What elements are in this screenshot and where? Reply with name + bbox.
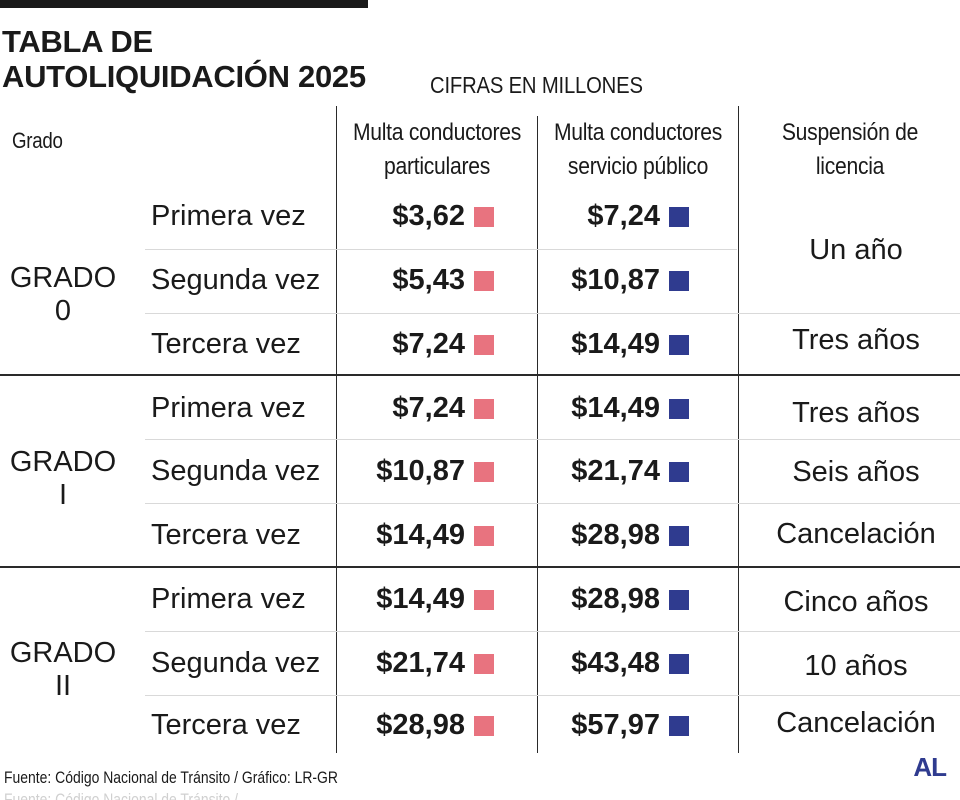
particulares-value: $5,43 xyxy=(392,264,465,296)
source-note-bleed-text: Fuente: Código Nacional de Tránsito / Gr… xyxy=(4,790,239,800)
divider-col-2 xyxy=(537,116,538,753)
header-publico: Multa conductores servicio público xyxy=(550,116,726,184)
row-separator xyxy=(145,313,960,314)
publisher-logo: AL xyxy=(913,752,947,782)
publico-value: $57,97 xyxy=(571,709,660,741)
particulares-swatch xyxy=(474,716,494,736)
particulares-swatch xyxy=(474,335,494,355)
publico-swatch xyxy=(669,271,689,291)
row-separator xyxy=(145,695,960,696)
suspension-value: Tres años xyxy=(792,397,920,429)
row-label: Tercera vez xyxy=(151,328,301,360)
row-label: Primera vez xyxy=(151,583,306,615)
grade-label-line-1: GRADO xyxy=(9,446,117,478)
source-note: Fuente: Código Nacional de Tránsito / Gr… xyxy=(4,768,338,787)
grade-label-2: GRADO II xyxy=(8,637,118,703)
particulares-value: $7,24 xyxy=(392,392,465,424)
header-particulares: Multa conductores particulares xyxy=(349,116,525,184)
publico-swatch xyxy=(669,335,689,355)
particulares-value: $21,74 xyxy=(376,647,465,679)
suspension-value: Un año xyxy=(809,234,903,266)
source-note-bleed: Fuente: Código Nacional de Tránsito / Gr… xyxy=(4,790,266,800)
publico-swatch xyxy=(669,654,689,674)
grade-label-0: GRADO 0 xyxy=(8,262,118,328)
publico-value: $7,24 xyxy=(587,200,660,232)
particulares-swatch xyxy=(474,207,494,227)
header-grado: Grado xyxy=(12,128,63,153)
divider-col-1 xyxy=(336,106,337,753)
page-title: TABLA DE AUTOLIQUIDACIÓN 2025 xyxy=(2,24,366,94)
row-separator xyxy=(145,439,960,440)
publico-value: $10,87 xyxy=(571,264,660,296)
divider-col-3 xyxy=(738,106,739,753)
row-label: Tercera vez xyxy=(151,519,301,551)
header-suspension-line-1: Suspensión de xyxy=(781,119,919,146)
publico-swatch xyxy=(669,399,689,419)
publico-swatch xyxy=(669,207,689,227)
publico-swatch xyxy=(669,716,689,736)
header-suspension-line-2: licencia xyxy=(815,153,885,180)
grade-separator-2 xyxy=(0,566,960,568)
publico-swatch xyxy=(669,590,689,610)
row-separator xyxy=(145,503,960,504)
grade-label-1: GRADO I xyxy=(8,446,118,512)
subtitle: CIFRAS EN MILLONES xyxy=(430,72,643,98)
particulares-value: $14,49 xyxy=(376,583,465,615)
suspension-value: Tres años xyxy=(792,324,920,356)
row-label: Segunda vez xyxy=(151,455,321,487)
suspension-value: Cancelación xyxy=(776,518,936,550)
top-rule xyxy=(0,0,368,8)
row-label: Tercera vez xyxy=(151,709,301,741)
particulares-swatch xyxy=(474,462,494,482)
suspension-value: Cinco años xyxy=(783,586,929,618)
particulares-swatch xyxy=(474,399,494,419)
publico-value: $21,74 xyxy=(571,455,660,487)
grade-label-line-2: I xyxy=(58,479,68,511)
suspension-value: Cancelación xyxy=(776,707,936,739)
row-label: Primera vez xyxy=(151,200,306,232)
publico-swatch xyxy=(669,462,689,482)
header-publico-line-2: servicio público xyxy=(567,153,709,180)
particulares-swatch xyxy=(474,271,494,291)
suspension-value: Seis años xyxy=(792,456,920,488)
header-particulares-line-2: particulares xyxy=(383,153,491,180)
publico-value: $28,98 xyxy=(571,519,660,551)
publico-swatch xyxy=(669,526,689,546)
particulares-value: $3,62 xyxy=(392,200,465,232)
row-separator xyxy=(145,249,737,250)
row-label: Primera vez xyxy=(151,392,306,424)
header-particulares-line-1: Multa conductores xyxy=(352,119,522,146)
header-publico-line-1: Multa conductores xyxy=(553,119,723,146)
particulares-swatch xyxy=(474,654,494,674)
header-suspension: Suspensión de licencia xyxy=(752,116,947,184)
particulares-value: $14,49 xyxy=(376,519,465,551)
grade-label-line-1: GRADO xyxy=(9,262,117,294)
publico-value: $28,98 xyxy=(571,583,660,615)
grade-label-line-2: 0 xyxy=(54,295,72,327)
row-label: Segunda vez xyxy=(151,647,321,679)
suspension-value: 10 años xyxy=(804,650,908,682)
publico-value: $14,49 xyxy=(571,392,660,424)
row-label: Segunda vez xyxy=(151,264,321,296)
row-separator xyxy=(145,631,960,632)
title-line-2: AUTOLIQUIDACIÓN 2025 xyxy=(2,59,366,94)
grade-label-line-2: II xyxy=(54,670,72,702)
title-line-1: TABLA DE xyxy=(2,24,153,59)
particulares-swatch xyxy=(474,590,494,610)
particulares-value: $7,24 xyxy=(392,328,465,360)
publico-value: $43,48 xyxy=(571,647,660,679)
publico-value: $14,49 xyxy=(571,328,660,360)
grade-label-line-1: GRADO xyxy=(9,637,117,669)
particulares-value: $10,87 xyxy=(376,455,465,487)
grade-separator-1 xyxy=(0,374,960,376)
particulares-value: $28,98 xyxy=(376,709,465,741)
particulares-swatch xyxy=(474,526,494,546)
